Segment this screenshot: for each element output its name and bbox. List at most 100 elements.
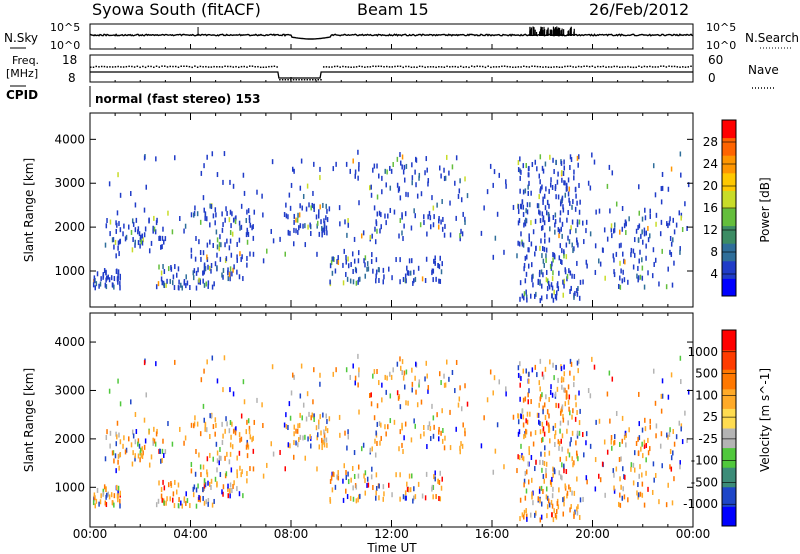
velocity-cell <box>539 498 541 504</box>
nave-dot <box>235 65 237 68</box>
nave-dot <box>172 65 174 68</box>
velocity-cell <box>425 360 428 366</box>
power-cell <box>247 231 250 237</box>
power-cell <box>357 279 359 285</box>
velocity-cell <box>531 477 533 483</box>
power-cell <box>658 281 660 287</box>
nave-dot <box>586 65 588 67</box>
velocity-cell <box>624 474 626 480</box>
nave-dot <box>427 66 429 68</box>
power-cell <box>346 232 348 238</box>
velocity-cell <box>680 379 682 385</box>
power-cell <box>195 270 198 276</box>
power-cell <box>528 172 530 178</box>
velocity-cell <box>247 444 250 450</box>
power-cell <box>228 217 231 223</box>
velocity-cell <box>542 488 544 494</box>
power-cell <box>548 188 550 194</box>
velocity-cell <box>441 408 443 414</box>
velocity-cell <box>353 450 356 456</box>
power-cell <box>382 267 385 273</box>
power-cell <box>256 189 258 195</box>
velocity-cell <box>266 462 268 468</box>
power-cell <box>406 265 408 271</box>
power-cell <box>542 225 544 231</box>
velocity-cell <box>292 454 295 460</box>
velocity-cell <box>541 371 544 377</box>
power-cell <box>552 257 554 263</box>
nave-dot <box>509 66 511 68</box>
nave-dot <box>213 65 215 68</box>
velocity-cell <box>315 425 318 431</box>
velocity-cell <box>660 431 663 437</box>
nave-dot <box>501 65 503 68</box>
power-cell <box>349 278 352 284</box>
velocity-cell <box>425 471 428 477</box>
power-cell <box>619 284 622 290</box>
nave-dot <box>438 65 440 68</box>
velocity-cell <box>454 388 456 394</box>
power-cell <box>351 251 354 257</box>
power-cell <box>619 229 621 235</box>
velocity-cell <box>291 372 294 378</box>
power-cell <box>459 233 461 239</box>
power-cell <box>443 167 445 173</box>
power-cell <box>124 236 127 242</box>
power-cell <box>231 211 233 217</box>
velocity-cell <box>358 372 360 378</box>
velocity-cell <box>528 450 531 456</box>
power-cell <box>567 235 569 241</box>
velocity-cell <box>375 486 378 492</box>
power-cell <box>562 207 565 213</box>
velocity-cell <box>543 460 546 466</box>
power-cell <box>134 227 137 233</box>
velocity-cell <box>637 436 639 442</box>
power-cell <box>165 282 167 288</box>
power-cell <box>137 240 140 246</box>
velocity-cell <box>547 422 550 428</box>
power-cell <box>328 206 331 212</box>
velocity-cell <box>117 490 119 496</box>
power-cell <box>332 256 334 262</box>
power-cell <box>551 276 554 282</box>
velocity-cell <box>231 444 234 450</box>
velocity-cell <box>572 408 574 414</box>
nave-dot <box>150 65 152 68</box>
velocity-cell <box>345 367 348 373</box>
velocity-cell <box>406 486 409 492</box>
velocity-cell <box>539 429 542 435</box>
velocity-cell <box>353 473 356 479</box>
power-cell <box>375 257 378 263</box>
velocity-cell <box>613 472 615 478</box>
power-cell <box>554 212 557 218</box>
power-cell <box>310 231 312 237</box>
velocity-cell <box>405 495 407 501</box>
power-cell <box>561 195 564 201</box>
nave-dot <box>380 65 383 68</box>
power-cell <box>558 228 561 234</box>
power-cell <box>413 269 415 275</box>
power-cell <box>554 184 557 190</box>
velocity-cell <box>553 508 555 514</box>
power-cell <box>116 222 118 228</box>
power-cell <box>553 289 555 295</box>
power-cell <box>518 241 521 247</box>
nave-dot <box>591 65 594 67</box>
velocity-cell <box>293 440 295 446</box>
power-cell <box>537 278 540 284</box>
velocity-cell <box>441 438 444 444</box>
power-cell <box>528 233 530 239</box>
power-cell <box>598 258 600 264</box>
velocity-cell <box>134 456 136 462</box>
velocity-cell <box>203 478 206 484</box>
velocity-cell <box>432 433 435 439</box>
power-cell <box>679 151 682 157</box>
power-cell <box>241 254 243 260</box>
velocity-cell <box>206 472 209 478</box>
velocity-cell <box>522 422 525 428</box>
velocity-cell <box>536 412 539 418</box>
velocity-cell <box>540 514 543 520</box>
power-cell <box>355 268 358 274</box>
velocity-cell <box>460 441 462 447</box>
velocity-cell <box>229 387 231 393</box>
